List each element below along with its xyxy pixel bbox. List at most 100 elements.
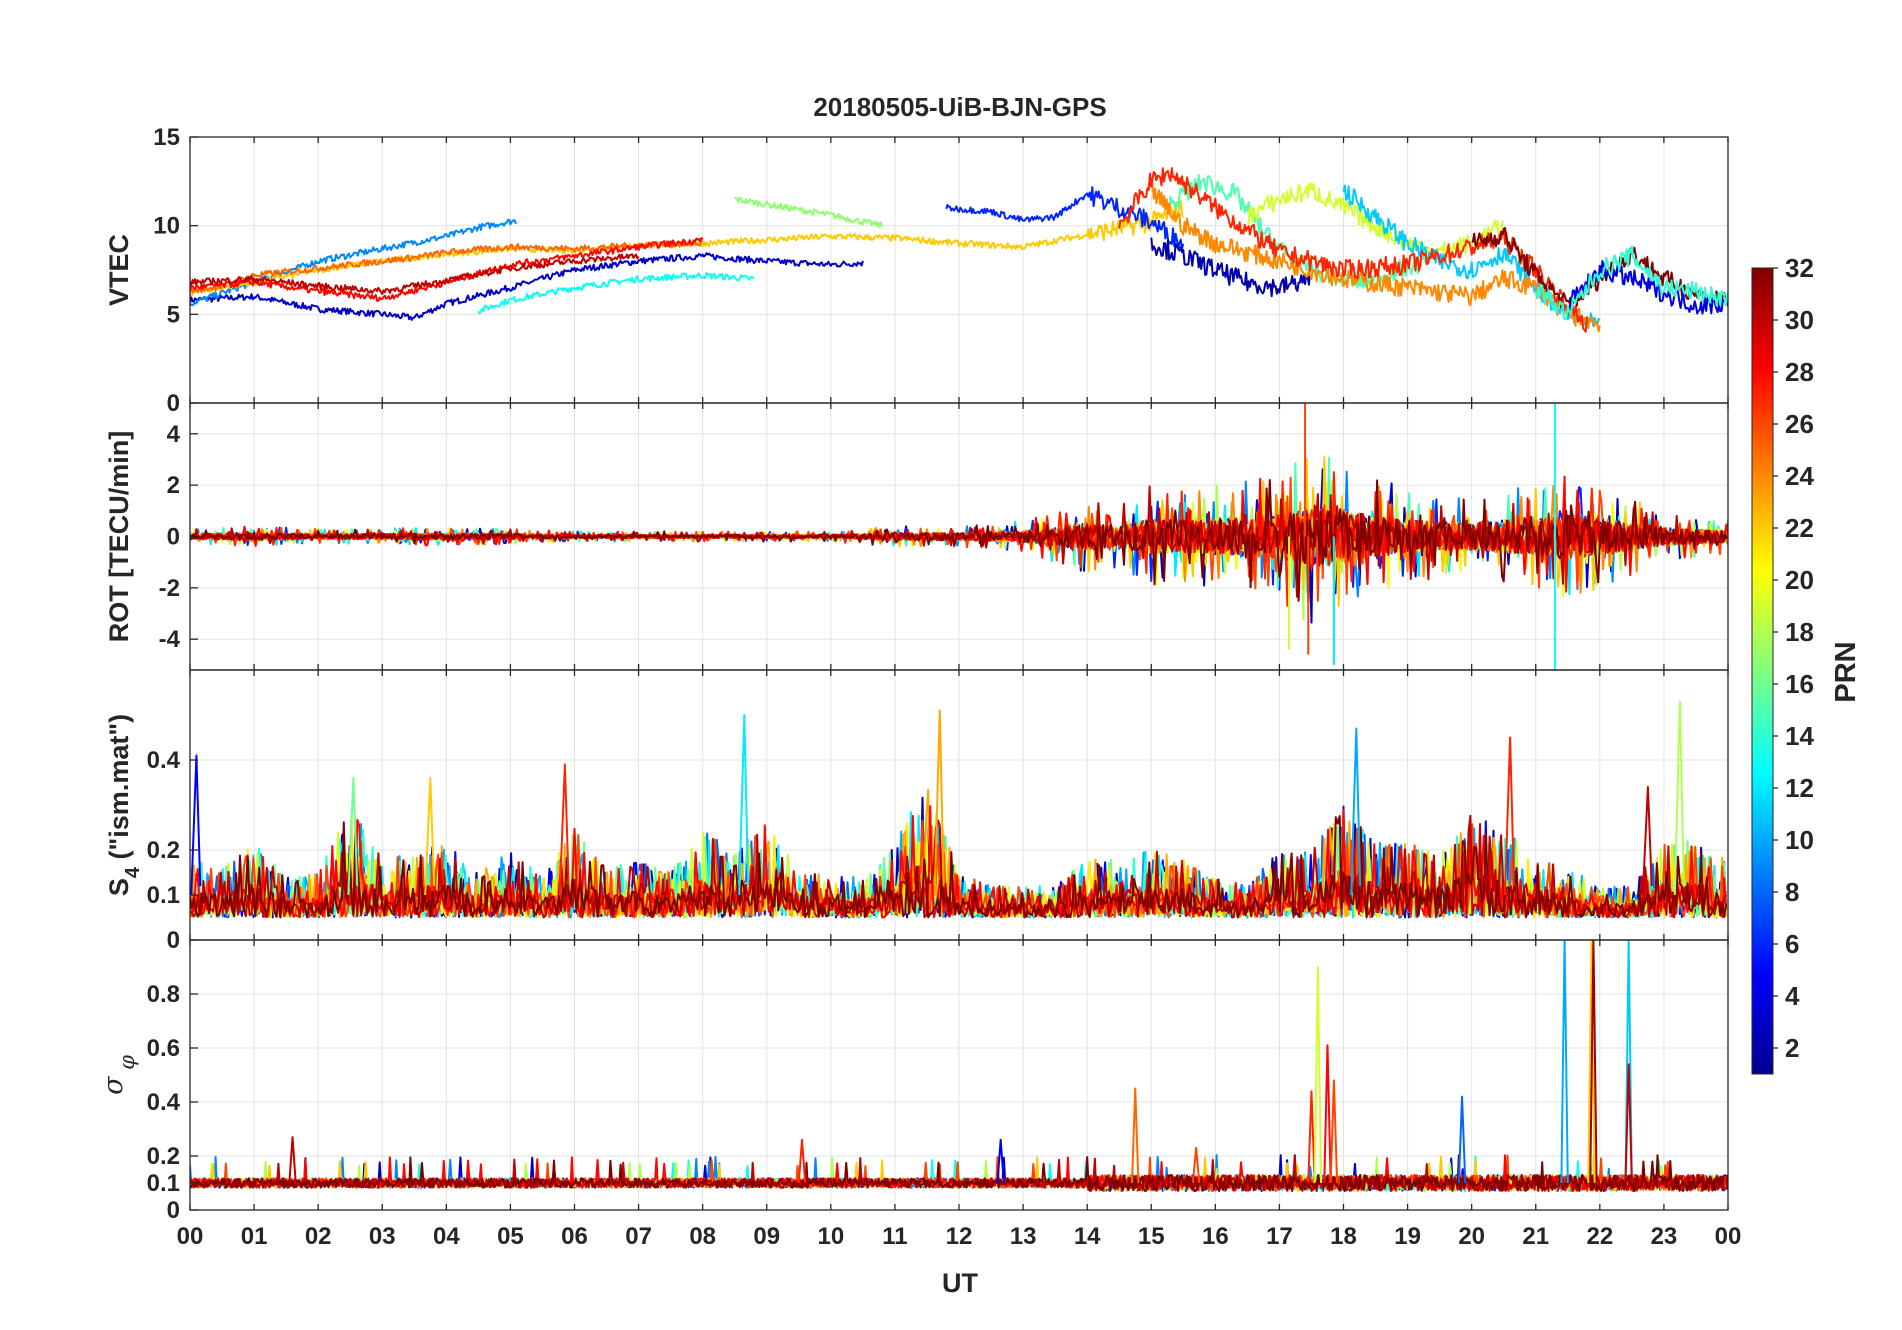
vtec-trace-prn-6 (945, 186, 1185, 250)
colorbar-tick-label: 6 (1785, 929, 1799, 959)
colorbar-tick-label: 20 (1785, 565, 1814, 595)
sigma-spike (1313, 966, 1323, 1184)
s4-peak (1503, 736, 1515, 896)
plot-area (190, 700, 1728, 919)
y-tick-label: 0 (167, 1197, 180, 1224)
colorbar-tick-label: 30 (1785, 305, 1814, 335)
sigma-spike (1560, 940, 1569, 1184)
x-tick-label: 22 (1586, 1223, 1613, 1250)
y-tick-label: 15 (153, 124, 180, 151)
colorbar-tick-label: 4 (1785, 981, 1800, 1011)
y-tick-label: 0.2 (147, 1143, 180, 1170)
colorbar-ramp (1751, 267, 1774, 1075)
plot-area (190, 940, 1728, 1193)
y-axis-label: VTEC (104, 234, 134, 306)
s4-peak (933, 709, 945, 896)
vtec-trace-prn-3 (190, 252, 864, 321)
y-tick-label: 0 (167, 390, 180, 417)
sigma-spike (1589, 940, 1598, 1184)
y-tick-label: 0.1 (147, 882, 180, 909)
panel-s4: 00.10.20.4S4 ("ism.mat") (104, 669, 1729, 954)
y-tick-label: 0.4 (147, 1089, 181, 1116)
colorbar-tick-label: 14 (1785, 721, 1814, 751)
s4-peak (347, 777, 359, 896)
colorbar-tick-label: 16 (1785, 669, 1814, 699)
colorbar-tick-label: 2 (1785, 1033, 1799, 1063)
sigma-spike (1191, 1146, 1201, 1184)
x-tick-label: 11 (882, 1223, 907, 1250)
y-tick-label: 4 (167, 421, 181, 448)
colorbar-tick-label: 28 (1785, 357, 1814, 387)
s4-peak (190, 754, 202, 896)
s4-trace-prn-32 (190, 815, 1728, 919)
panel-sigma-phi: 00.10.20.40.60.8σ φ (98, 939, 1729, 1224)
x-tick-label: 19 (1394, 1223, 1421, 1250)
colorbar-tick-label: 22 (1785, 513, 1814, 543)
vtec-trace-prn-30 (190, 253, 640, 296)
sigma-spike (1624, 940, 1633, 1184)
s4-peak (1641, 786, 1653, 896)
x-tick-label: 00 (177, 1223, 204, 1250)
sigma-spike (996, 1138, 1005, 1184)
vtec-trace-prn-25 (190, 239, 703, 294)
y-tick-label: 0.1 (147, 1170, 180, 1197)
y-tick-label: 5 (167, 301, 180, 328)
y-tick-label: 0.8 (147, 981, 180, 1008)
colorbar-tick-label: 10 (1785, 825, 1814, 855)
y-axis-label-rest: ("ism.mat") (104, 714, 134, 867)
x-tick-label: 08 (689, 1223, 716, 1250)
x-tick-label: 15 (1138, 1223, 1165, 1250)
panel-rot: -4 -2 0 2 4 ROT [TECU/min] (104, 402, 1729, 671)
y-axis-label: ROT [TECU/min] (104, 431, 134, 642)
vtec-trace-prn-24 (1150, 180, 1601, 333)
sigma-spike (1624, 1063, 1633, 1184)
rot-trace-prn-32 (190, 479, 1728, 604)
y-tick-label: 0.6 (147, 1035, 180, 1062)
sigma-spike (1457, 1095, 1467, 1184)
plot-area (190, 403, 1728, 670)
vtec-trace-prn-19 (1246, 182, 1505, 260)
colorbar-tick-label: 32 (1785, 253, 1814, 283)
x-tick-label: 17 (1266, 1223, 1293, 1250)
x-tick-label: 21 (1522, 1223, 1549, 1250)
y-tick-label: 0 (167, 524, 180, 551)
x-tick-label: 20 (1458, 1223, 1485, 1250)
y-tick-label: 0 (167, 927, 180, 954)
y-tick-label: 0.4 (147, 747, 181, 774)
y-tick-label: -2 (159, 575, 180, 602)
panel-vtec: 0 5 10 15 VTEC (104, 124, 1729, 417)
sigma-spike (1323, 1044, 1332, 1184)
x-tick-label: 00 (1715, 1223, 1742, 1250)
figure-title: 20180505-UiB-BJN-GPS (813, 92, 1106, 122)
x-tick-label: 07 (625, 1223, 652, 1250)
sigma-trace-prn-32 (190, 1154, 1728, 1192)
vtec-trace-prn-2 (1150, 237, 1313, 298)
s4-peak (738, 714, 750, 896)
x-tick-label: 13 (1010, 1223, 1037, 1250)
x-tick-label: 16 (1202, 1223, 1229, 1250)
x-tick-label: 01 (241, 1223, 268, 1250)
sigma-spike (1329, 1079, 1339, 1184)
colorbar-tick-label: 24 (1785, 461, 1814, 491)
vtec-trace-prn-4 (1566, 260, 1728, 315)
x-axis-label: UT (942, 1268, 978, 1298)
y-axis-label-sub: 4 (122, 866, 144, 878)
x-tick-label: 06 (561, 1223, 588, 1250)
sigma-spike (1131, 1087, 1140, 1184)
x-tick-label: 10 (817, 1223, 844, 1250)
colorbar-label: PRN (1830, 641, 1862, 702)
sigma-spike (1587, 940, 1596, 1184)
x-tick-label: 09 (753, 1223, 780, 1250)
rot-trace-prn-30 (190, 485, 1728, 598)
s4-peak (1350, 727, 1362, 896)
sigma-spike (1307, 1090, 1316, 1184)
s4-peak (1673, 700, 1685, 896)
x-tick-label: 05 (497, 1223, 524, 1250)
colorbar-tick-label: 12 (1785, 773, 1814, 803)
x-tick-label: 14 (1074, 1223, 1101, 1250)
y-tick-label: -4 (159, 626, 181, 653)
x-tick-label: 18 (1330, 1223, 1357, 1250)
x-tick-label: 02 (305, 1223, 332, 1250)
